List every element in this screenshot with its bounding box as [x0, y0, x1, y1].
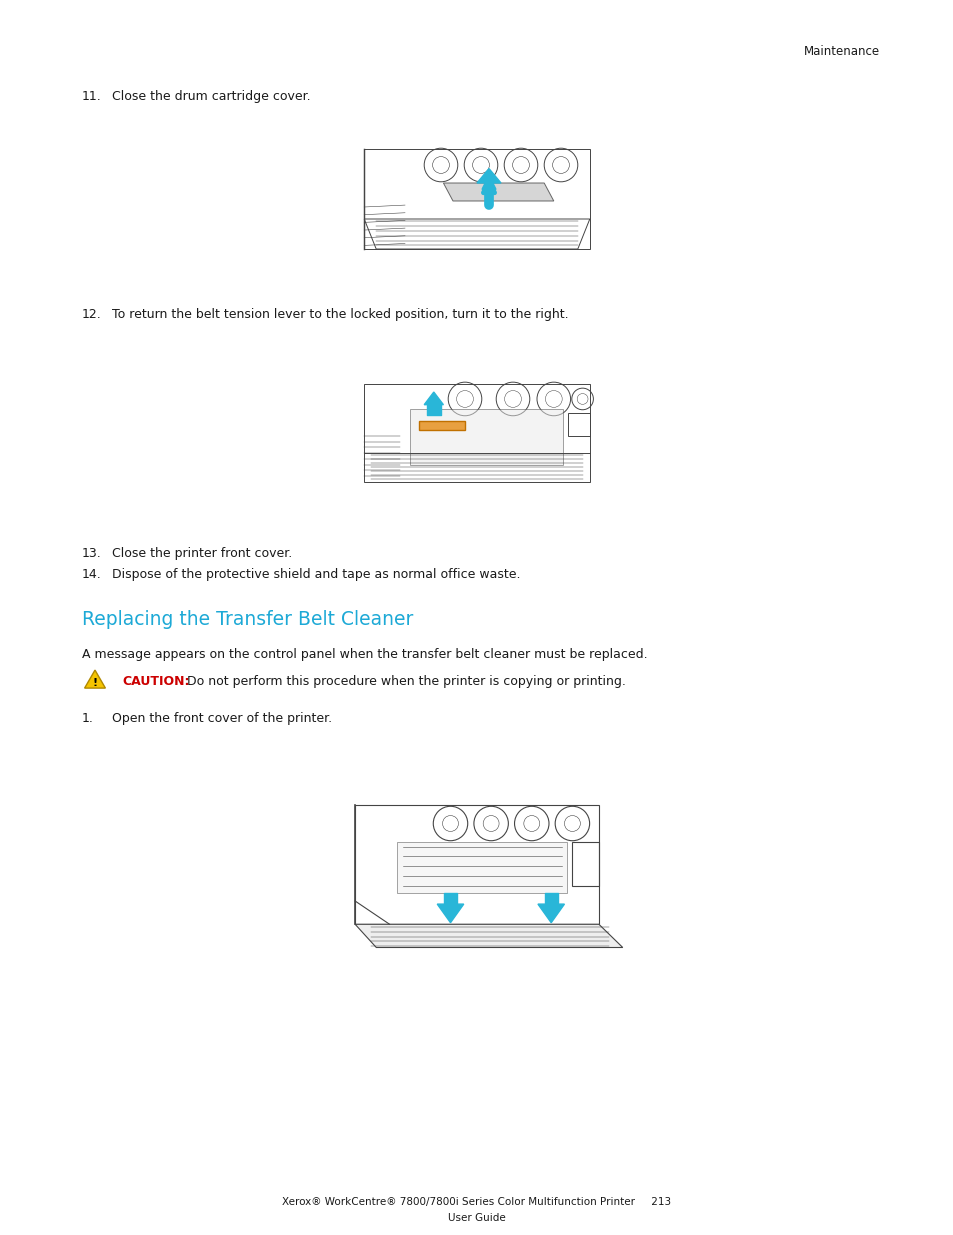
Text: Close the printer front cover.: Close the printer front cover.: [112, 547, 292, 559]
Text: Open the front cover of the printer.: Open the front cover of the printer.: [112, 713, 332, 725]
Text: User Guide: User Guide: [448, 1213, 505, 1223]
Text: Dispose of the protective shield and tape as normal office waste.: Dispose of the protective shield and tap…: [112, 568, 520, 580]
Text: 13.: 13.: [82, 547, 102, 559]
Polygon shape: [436, 904, 463, 923]
Text: To return the belt tension lever to the locked position, turn it to the right.: To return the belt tension lever to the …: [112, 308, 568, 321]
Text: 14.: 14.: [82, 568, 102, 580]
Text: Close the drum cartridge cover.: Close the drum cartridge cover.: [112, 90, 311, 103]
Polygon shape: [85, 671, 105, 688]
Polygon shape: [443, 183, 554, 201]
Text: 12.: 12.: [82, 308, 102, 321]
Text: 1.: 1.: [82, 713, 93, 725]
Text: CAUTION:: CAUTION:: [122, 676, 190, 688]
Polygon shape: [397, 842, 566, 893]
Text: Maintenance: Maintenance: [803, 44, 879, 58]
Text: !: !: [92, 678, 97, 688]
Polygon shape: [419, 421, 464, 430]
Polygon shape: [537, 904, 564, 923]
Polygon shape: [355, 924, 622, 947]
Polygon shape: [424, 391, 443, 405]
Text: Replacing the Transfer Belt Cleaner: Replacing the Transfer Belt Cleaner: [82, 610, 413, 629]
Text: Xerox® WorkCentre® 7800/7800i Series Color Multifunction Printer     213: Xerox® WorkCentre® 7800/7800i Series Col…: [282, 1197, 671, 1207]
Text: A message appears on the control panel when the transfer belt cleaner must be re: A message appears on the control panel w…: [82, 648, 647, 661]
Text: 11.: 11.: [82, 90, 102, 103]
Polygon shape: [476, 169, 500, 183]
Text: Do not perform this procedure when the printer is copying or printing.: Do not perform this procedure when the p…: [183, 676, 625, 688]
Polygon shape: [410, 409, 563, 464]
